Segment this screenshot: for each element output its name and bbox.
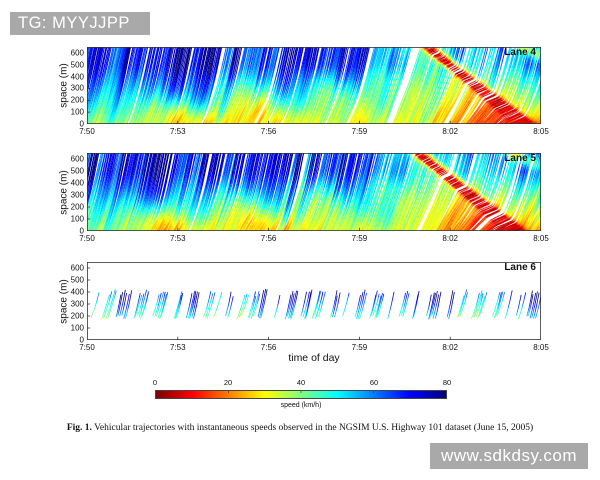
x-tick-label: 7:50 [79,234,95,243]
y-tick-label: 600 [70,48,84,58]
x-tick-label: 7:56 [260,234,277,243]
lane-label-lane6: Lane 6 [504,262,536,273]
colorbar-tick-label: 40 [296,378,306,387]
x-tick-label: 8:02 [442,127,458,136]
caption-fig-label: Fig. 1. [66,423,92,433]
x-tick-label: 7:53 [170,234,186,243]
x-axis-ticks-lane4: 7:50 7:53 7:56 7:59 8:02 8:05 [79,127,549,137]
panel-lane5: Lane 5 [87,153,541,231]
y-tick-label: 300 [70,299,84,309]
y-tick-label: 300 [70,190,84,200]
x-tick-label: 8:02 [442,343,458,352]
y-tick-label: 500 [70,166,84,176]
x-tick-label: 8:05 [533,234,549,243]
x-tick-label: 7:50 [79,343,95,352]
x-tick-label: 8:05 [533,127,549,136]
y-axis-ticks-lane5: 0 100 200 300 400 500 600 [60,153,84,236]
figure-caption: Fig. 1. Vehicular trajectories with inst… [0,423,600,433]
panel-lane4: Lane 4 [87,47,541,124]
colorbar [155,390,447,399]
caption-text: Vehicular trajectories with instantaneou… [94,423,534,433]
x-tick-label: 8:02 [442,234,458,243]
y-tick-label: 100 [70,214,84,224]
x-axis-title: time of day [288,352,340,364]
y-tick-label: 100 [70,323,84,333]
colorbar-label: speed (km/h) [280,402,322,409]
y-tick-label: 0 [79,119,84,129]
y-axis-ticks-lane6: 0 100 200 300 400 500 600 [60,262,84,345]
y-tick-label: 500 [70,275,84,285]
y-tick-label: 400 [70,178,84,188]
colorbar-ticks: 0 20 40 60 80 [152,378,451,387]
colorbar-tick-label: 80 [442,378,452,387]
panel-lane6: Lane 6 [87,262,541,340]
y-axis-ticks-lane4: 0 100 200 300 400 500 600 [60,47,84,128]
lane-label-lane5: Lane 5 [504,153,536,164]
y-tick-label: 500 [70,60,84,70]
colorbar-tick-label: 0 [152,378,158,387]
x-tick-label: 7:59 [351,343,368,352]
y-tick-label: 0 [79,226,84,236]
colorbar-tick-label: 20 [223,378,233,387]
y-tick-label: 0 [79,335,84,345]
x-tick-label: 7:59 [351,127,368,136]
x-tick-label: 7:53 [170,343,186,352]
colorbar-tick-label: 60 [369,378,379,387]
x-tick-label: 8:05 [533,343,549,352]
x-tick-label: 7:56 [260,127,277,136]
trajectory-plot-lane6 [87,262,541,340]
y-tick-label: 200 [70,202,84,212]
watermark: www.sdkdsy.com [430,443,588,469]
x-tick-label: 7:53 [170,127,186,136]
x-tick-label: 7:59 [351,234,368,243]
y-tick-label: 600 [70,263,84,273]
tag-badge: TG: MYYJJPP [10,12,150,35]
y-tick-label: 400 [70,287,84,297]
trajectory-plot-lane4 [87,47,541,124]
x-tick-label: 7:56 [260,343,277,352]
x-tick-label: 7:50 [79,127,95,136]
y-tick-label: 300 [70,83,84,93]
x-axis-ticks-lane5: 7:50 7:53 7:56 7:59 8:02 8:05 [79,234,549,244]
y-tick-label: 200 [70,95,84,105]
y-tick-label: 400 [70,72,84,82]
x-axis-ticks-lane6: 7:50 7:53 7:56 7:59 8:02 8:05 [79,343,549,353]
y-tick-label: 200 [70,311,84,321]
y-tick-label: 600 [70,154,84,164]
y-tick-label: 100 [70,107,84,117]
lane-label-lane4: Lane 4 [504,47,536,58]
trajectory-plot-lane5 [87,153,541,231]
